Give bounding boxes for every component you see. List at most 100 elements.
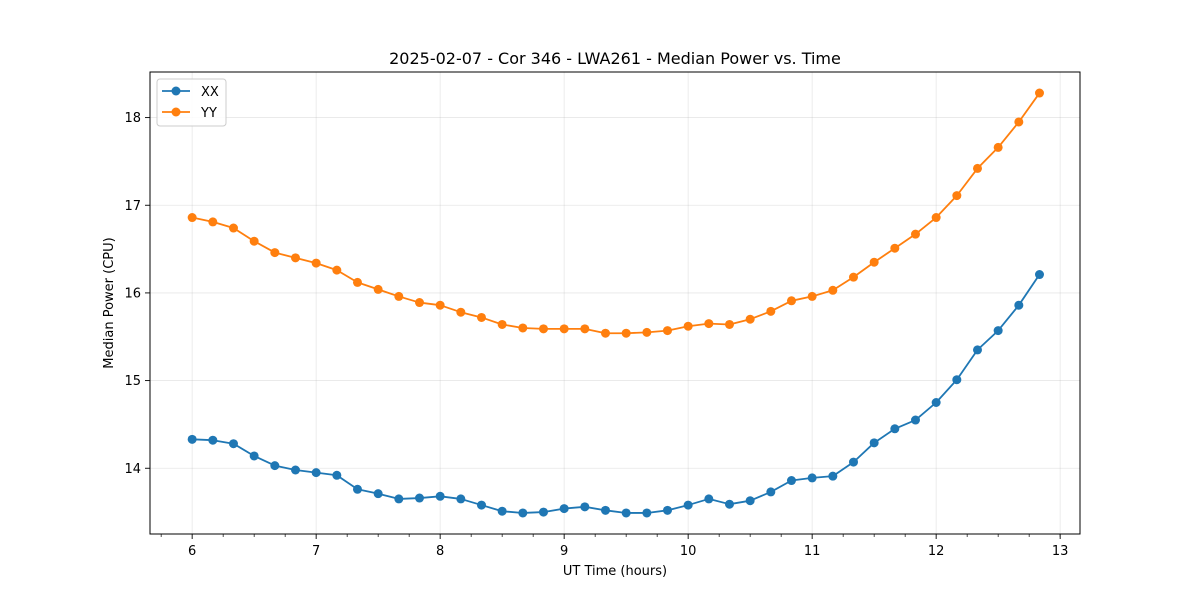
legend: XX YY [156,78,227,127]
data-point-xx [993,326,1003,336]
data-point-yy [352,277,362,287]
data-point-xx [332,470,342,480]
data-point-xx [869,438,879,448]
data-point-xx [559,504,569,514]
data-point-xx [724,499,734,509]
chart-title: 2025-02-07 - Cor 346 - LWA261 - Median P… [389,49,841,68]
data-point-xx [311,468,321,478]
x-tick-label: 11 [804,544,821,559]
data-point-yy [972,163,982,173]
data-point-yy [208,217,218,227]
x-axis-label: UT Time (hours) [563,564,667,579]
data-point-xx [662,505,672,515]
data-point-yy [187,213,197,223]
x-tick-label: 7 [312,544,320,559]
y-tick-label: 14 [124,462,141,477]
data-point-yy [228,223,238,233]
data-point-yy [890,243,900,253]
data-point-yy [931,213,941,223]
data-point-xx [642,508,652,518]
data-point-xx [518,508,528,518]
data-point-yy [559,324,569,334]
data-point-yy [642,327,652,337]
y-tick-label: 18 [124,111,141,126]
data-point-xx [745,496,755,506]
data-point-xx [683,500,693,510]
data-point-xx [414,493,424,503]
data-point-yy [600,328,610,338]
data-point-xx [600,505,610,515]
data-point-yy [869,257,879,267]
axis-ticks: 6 7 8 9 10 11 12 13 14 15 16 17 18 [124,111,1068,559]
data-point-xx [435,491,445,501]
legend-label-yy: YY [200,106,217,121]
data-point-yy [828,285,838,295]
data-point-xx [1034,270,1044,280]
data-point-yy [1014,117,1024,127]
data-point-yy [476,312,486,322]
data-point-xx [931,398,941,407]
x-tick-label: 10 [680,544,697,559]
data-point-yy [621,328,631,338]
data-point-yy [435,300,445,310]
data-point-yy [848,272,858,282]
data-point-xx [187,434,197,444]
data-point-xx [270,461,280,471]
plot-frame [149,71,1081,535]
data-point-xx [890,424,900,434]
x-tick-label: 8 [436,544,444,559]
data-point-yy [311,258,321,268]
data-point-xx [972,345,982,355]
data-point-yy [993,142,1003,152]
data-point-xx [373,489,383,499]
data-point-xx [910,415,920,425]
data-point-yy [518,323,528,333]
data-point-xx [952,375,962,385]
data-point-yy [497,319,507,329]
data-point-yy [910,229,920,239]
data-point-yy [373,284,383,294]
data-point-xx [538,507,548,517]
legend-marker-xx [171,86,181,96]
x-tick-label: 12 [928,544,945,559]
x-tick-label: 9 [560,544,568,559]
data-point-yy [766,306,776,316]
legend-label-xx: XX [201,85,219,100]
data-point-xx [352,484,362,494]
y-tick-label: 16 [124,286,141,301]
data-point-xx [476,500,486,510]
data-point-yy [786,296,796,306]
series-yy [187,88,1044,338]
data-point-xx [456,494,466,504]
data-point-yy [394,291,404,301]
data-point-yy [745,314,755,324]
data-point-yy [662,326,672,336]
data-point-yy [704,319,714,329]
data-point-xx [249,451,259,461]
data-point-xx [828,471,838,481]
y-tick-label: 17 [124,199,141,214]
legend-marker-yy [171,107,181,117]
data-point-yy [456,307,466,317]
x-tick-label: 6 [188,544,196,559]
data-point-xx [704,494,714,504]
x-tick-label: 13 [1052,544,1069,559]
data-point-yy [290,253,300,263]
data-point-xx [228,439,238,449]
data-point-yy [332,265,342,275]
data-point-xx [394,494,404,504]
data-point-yy [538,324,548,334]
y-tick-label: 15 [124,374,141,389]
y-axis-label: Median Power (CPU) [102,237,117,368]
data-point-yy [580,324,590,334]
data-point-xx [621,508,631,518]
data-point-yy [724,319,734,329]
data-point-xx [208,435,218,445]
data-point-yy [249,236,259,246]
data-point-xx [766,487,776,497]
data-point-yy [1034,88,1044,98]
data-point-xx [1014,300,1024,310]
data-point-yy [952,191,962,201]
data-point-yy [414,298,424,308]
